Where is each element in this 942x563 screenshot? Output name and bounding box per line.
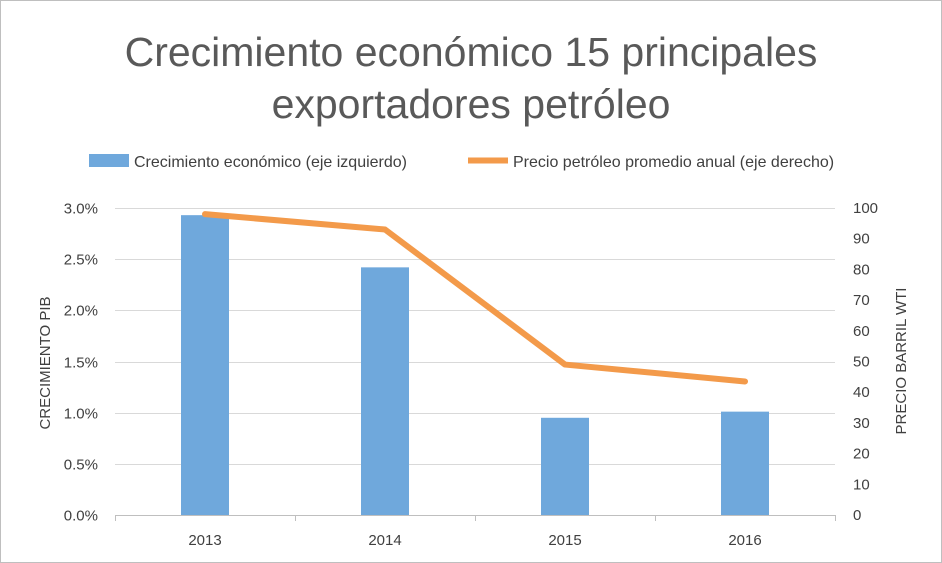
y-left-tick-label: 2.0% xyxy=(64,303,98,320)
line-series xyxy=(202,211,748,385)
y-right-tick-label: 60 xyxy=(853,323,870,340)
legend-label-line: Precio petróleo promedio anual (eje dere… xyxy=(513,154,834,171)
bar xyxy=(541,417,589,515)
axes: 0.0% 0.5% 1.0% 1.5% 2.0% 2.5% 3.0% 0 10 20 30 40 50 6… xyxy=(64,200,878,549)
y-right-tick-label: 90 xyxy=(853,231,870,248)
y-left-tick-label: 0.5% xyxy=(64,457,98,474)
price-line xyxy=(202,211,748,385)
bar-series xyxy=(181,215,769,515)
y-left-axis-title: CRECIMIENTO PIB xyxy=(37,296,54,429)
y-left-tick-label: 3.0% xyxy=(64,201,98,218)
y-right-tick-label: 40 xyxy=(853,384,870,401)
y-right-tick-label: 20 xyxy=(853,446,870,463)
y-right-tick-label: 10 xyxy=(853,476,870,493)
y-right-axis-title: PRECIO BARRIL WTI xyxy=(893,288,910,435)
chart-title-line-2: exportadores petróleo xyxy=(271,81,671,127)
gridlines xyxy=(115,208,835,465)
y-right-tick-label: 0 xyxy=(853,507,861,524)
y-left-tick-label: 1.0% xyxy=(64,406,98,423)
y-left-tick-label: 2.5% xyxy=(64,252,98,269)
x-tick-label: 2016 xyxy=(728,532,761,549)
y-right-tick-label: 50 xyxy=(853,354,870,371)
y-right-tick-label: 80 xyxy=(853,261,870,278)
bar xyxy=(721,411,769,515)
x-tick-label: 2015 xyxy=(548,532,581,549)
x-tick-label: 2013 xyxy=(188,532,221,549)
y-left-tick-label: 1.5% xyxy=(64,355,98,372)
x-tick-label: 2014 xyxy=(368,532,401,549)
y-right-tick-label: 30 xyxy=(853,415,870,432)
legend-swatch-bar xyxy=(89,154,129,167)
legend: Crecimiento económico (eje izquierdo) Pr… xyxy=(89,154,834,171)
bar xyxy=(361,267,409,515)
legend-label-bar: Crecimiento económico (eje izquierdo) xyxy=(134,154,407,171)
chart-title: Crecimiento económico 15 principales exp… xyxy=(0,26,942,130)
chart-title-line-1: Crecimiento económico 15 principales xyxy=(124,29,818,75)
y-left-tick-label: 0.0% xyxy=(64,508,98,525)
y-right-tick-label: 100 xyxy=(853,200,878,217)
bar xyxy=(181,215,229,515)
y-right-tick-label: 70 xyxy=(853,292,870,309)
